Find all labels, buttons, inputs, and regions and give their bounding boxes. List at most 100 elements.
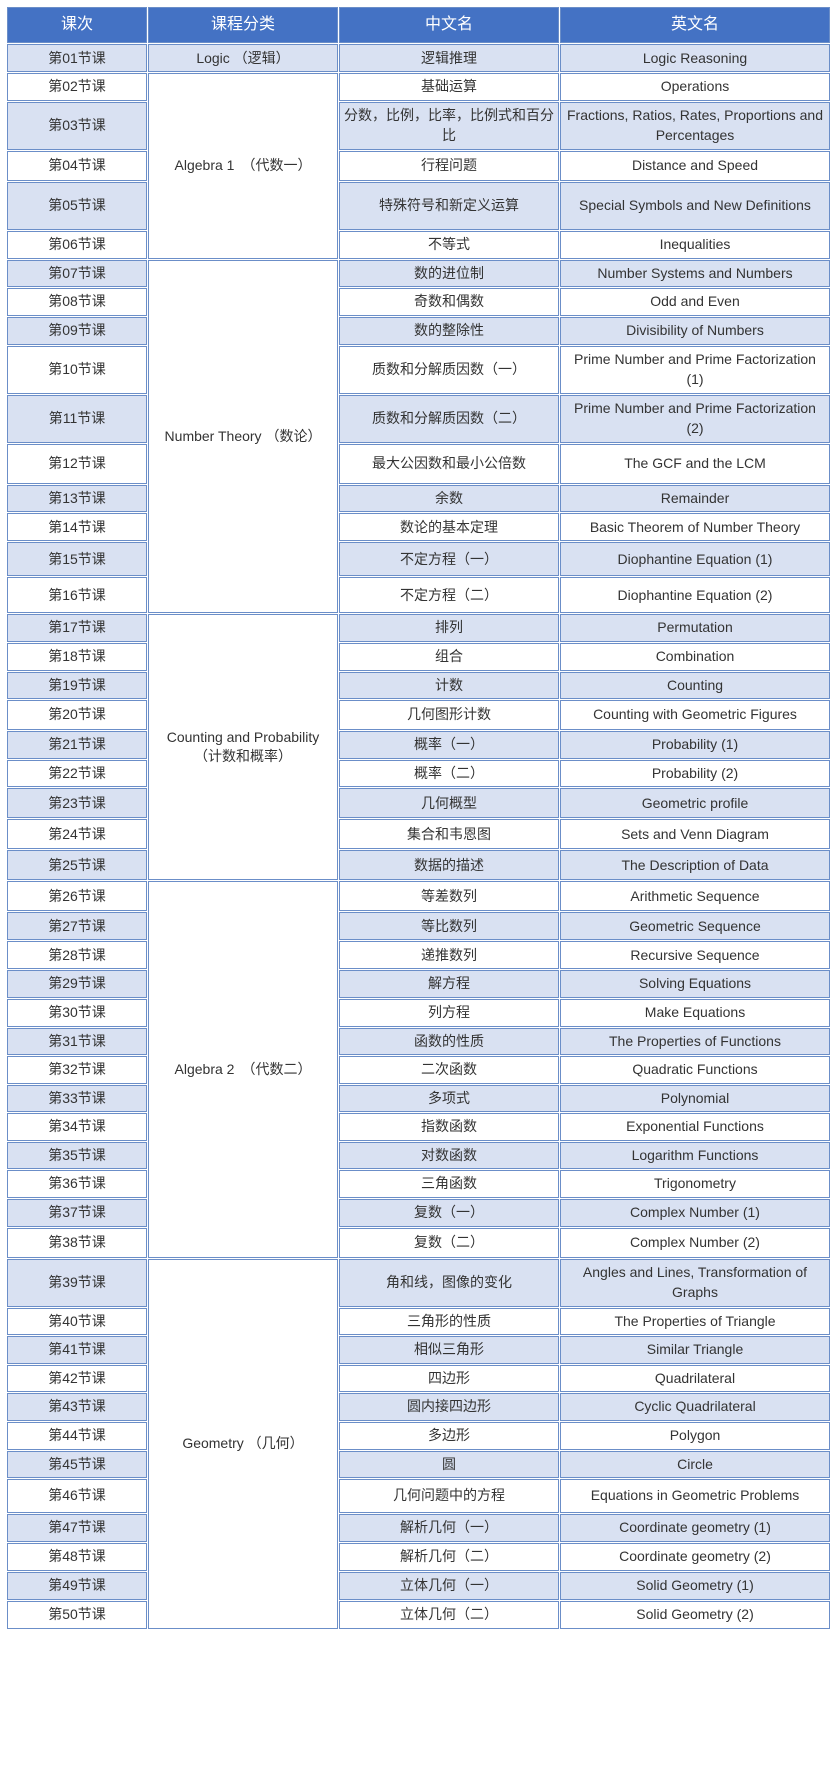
cell-lesson: 第31节课 (7, 1028, 147, 1056)
cell-cn: 组合 (339, 643, 559, 671)
table-row: 第39节课Geometry （几何）角和线，图像的变化Angles and Li… (7, 1259, 830, 1307)
cell-en: Cyclic Quadrilateral (560, 1393, 830, 1421)
header-row: 课次 课程分类 中文名 英文名 (7, 7, 830, 43)
cell-lesson: 第15节课 (7, 542, 147, 576)
table-row: 第04节课 行程问题Distance and Speed (7, 151, 830, 181)
table-row: 第30节课列方程Make Equations (7, 999, 830, 1027)
cell-lesson: 第49节课 (7, 1572, 147, 1600)
cell-lesson: 第20节课 (7, 700, 147, 730)
cell-en: Polynomial (560, 1085, 830, 1113)
cell-lesson: 第32节课 (7, 1056, 147, 1084)
table-row: 第09节课数的整除性Divisibility of Numbers (7, 317, 830, 345)
cell-cn: 几何图形计数 (339, 700, 559, 730)
cell-en: Trigonometry (560, 1170, 830, 1198)
cell-en: Solving Equations (560, 970, 830, 998)
table-row: 第45节课 圆Circle (7, 1451, 830, 1479)
table-row: 第19节课计数Counting (7, 672, 830, 700)
table-row: 第22节课概率（二）Probability (2) (7, 760, 830, 788)
cell-en: Fractions, Ratios, Rates, Proportions an… (560, 102, 830, 150)
table-row: 第03节课分数，比例，比率，比例式和百分比Fractions, Ratios, … (7, 102, 830, 150)
cell-cn: 最大公因数和最小公倍数 (339, 444, 559, 484)
cell-cn: 计数 (339, 672, 559, 700)
cell-cn: 角和线，图像的变化 (339, 1259, 559, 1307)
cell-category: Number Theory （数论） (148, 260, 338, 614)
cell-cn: 立体几何（一） (339, 1572, 559, 1600)
cell-cn: 逻辑推理 (339, 44, 559, 72)
cell-lesson: 第24节课 (7, 819, 147, 849)
cell-cn: 不等式 (339, 231, 559, 259)
cell-lesson: 第21节课 (7, 731, 147, 759)
table-row: 第11节课质数和分解质因数（二）Prime Number and Prime F… (7, 395, 830, 443)
cell-lesson: 第38节课 (7, 1228, 147, 1258)
cell-lesson: 第23节课 (7, 788, 147, 818)
cell-en: Distance and Speed (560, 151, 830, 181)
table-row: 第48节课解析几何（二）Coordinate geometry (2) (7, 1543, 830, 1571)
cell-cn: 等比数列 (339, 912, 559, 940)
cell-en: Geometric Sequence (560, 912, 830, 940)
table-row: 第18节课组合Combination (7, 643, 830, 671)
table-row: 第28节课递推数列Recursive Sequence (7, 941, 830, 969)
table-row: 第37节课复数（一）Complex Number (1) (7, 1199, 830, 1227)
table-row: 第13节课余数Remainder (7, 485, 830, 513)
table-row: 第23节课几何概型Geometric profile (7, 788, 830, 818)
table-row: 第24节课集合和韦恩图Sets and Venn Diagram (7, 819, 830, 849)
cell-category: Counting and Probability （计数和概率） (148, 614, 338, 880)
table-row: 第16节课 不定方程（二）Diophantine Equation (2) (7, 577, 830, 613)
cell-cn: 概率（一） (339, 731, 559, 759)
cell-en: Recursive Sequence (560, 941, 830, 969)
cell-cn: 数论的基本定理 (339, 513, 559, 541)
cell-cn: 行程问题 (339, 151, 559, 181)
cell-cn: 圆内接四边形 (339, 1393, 559, 1421)
table-row: 第33节课多项式Polynomial (7, 1085, 830, 1113)
table-row: 第34节课指数函数Exponential Functions (7, 1113, 830, 1141)
table-row: 第15节课不定方程（一）Diophantine Equation (1) (7, 542, 830, 576)
cell-en: The GCF and the LCM (560, 444, 830, 484)
cell-en: The Description of Data (560, 850, 830, 880)
cell-cn: 解方程 (339, 970, 559, 998)
cell-lesson: 第10节课 (7, 346, 147, 394)
table-row: 第49节课立体几何（一）Solid Geometry (1) (7, 1572, 830, 1600)
table-row: 第43节课圆内接四边形Cyclic Quadrilateral (7, 1393, 830, 1421)
cell-lesson: 第36节课 (7, 1170, 147, 1198)
cell-en: Similar Triangle (560, 1336, 830, 1364)
cell-lesson: 第16节课 (7, 577, 147, 613)
cell-en: Quadratic Functions (560, 1056, 830, 1084)
cell-lesson: 第35节课 (7, 1142, 147, 1170)
table-row: 第26节课Algebra 2 （代数二）等差数列Arithmetic Seque… (7, 881, 830, 911)
cell-en: Angles and Lines, Transformation of Grap… (560, 1259, 830, 1307)
cell-cn: 对数函数 (339, 1142, 559, 1170)
cell-cn: 圆 (339, 1451, 559, 1479)
cell-en: Number Systems and Numbers (560, 260, 830, 288)
cell-en: Coordinate geometry (2) (560, 1543, 830, 1571)
cell-cn: 质数和分解质因数（二） (339, 395, 559, 443)
table-row: 第29节课解方程Solving Equations (7, 970, 830, 998)
cell-lesson: 第45节课 (7, 1451, 147, 1479)
cell-en: Diophantine Equation (2) (560, 577, 830, 613)
table-row: 第42节课四边形Quadrilateral (7, 1365, 830, 1393)
cell-cn: 多项式 (339, 1085, 559, 1113)
cell-en: Quadrilateral (560, 1365, 830, 1393)
table-row: 第41节课相似三角形Similar Triangle (7, 1336, 830, 1364)
cell-cn: 集合和韦恩图 (339, 819, 559, 849)
cell-lesson: 第27节课 (7, 912, 147, 940)
cell-category: Logic （逻辑） (148, 44, 338, 72)
cell-cn: 不定方程（二） (339, 577, 559, 613)
cell-en: Circle (560, 1451, 830, 1479)
table-row: 第36节课三角函数Trigonometry (7, 1170, 830, 1198)
cell-en: Counting (560, 672, 830, 700)
cell-lesson: 第41节课 (7, 1336, 147, 1364)
cell-category: Algebra 1 （代数一） (148, 73, 338, 258)
cell-lesson: 第04节课 (7, 151, 147, 181)
cell-en: Equations in Geometric Problems (560, 1479, 830, 1513)
cell-en: The Properties of Triangle (560, 1308, 830, 1336)
cell-cn: 几何问题中的方程 (339, 1479, 559, 1513)
cell-en: Operations (560, 73, 830, 101)
cell-lesson: 第11节课 (7, 395, 147, 443)
cell-category: Geometry （几何） (148, 1259, 338, 1630)
cell-lesson: 第42节课 (7, 1365, 147, 1393)
cell-en: Exponential Functions (560, 1113, 830, 1141)
cell-lesson: 第28节课 (7, 941, 147, 969)
cell-cn: 指数函数 (339, 1113, 559, 1141)
cell-en: Solid Geometry (2) (560, 1601, 830, 1629)
cell-cn: 概率（二） (339, 760, 559, 788)
